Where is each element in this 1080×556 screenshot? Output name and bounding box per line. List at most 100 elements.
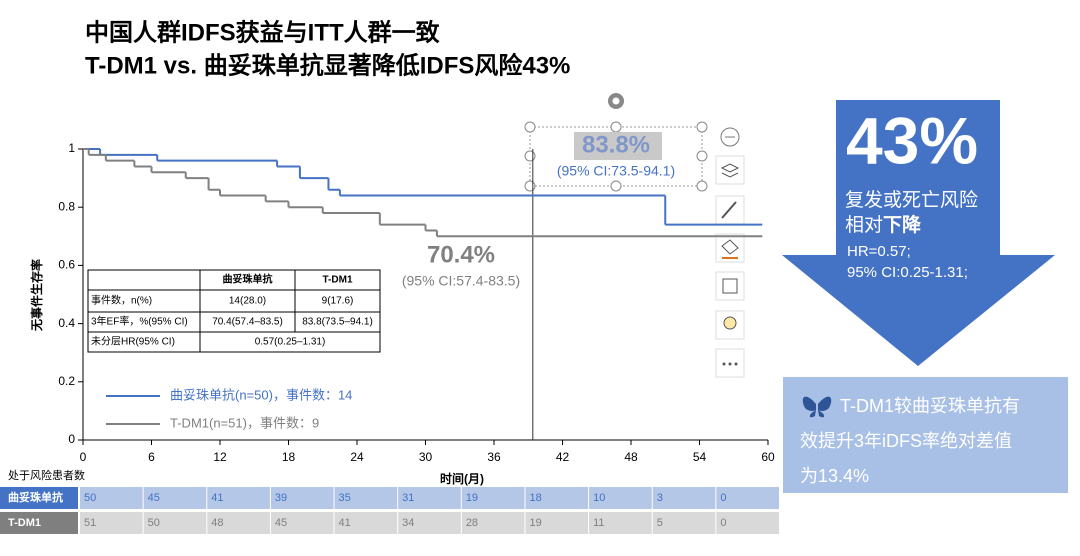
annotation-ci: (95% CI:57.4-83.5) bbox=[402, 273, 520, 289]
risk-count: 19 bbox=[529, 517, 541, 529]
callout-text: HR=0.57; bbox=[847, 243, 911, 260]
risk-count: 51 bbox=[84, 517, 96, 529]
risk-cell bbox=[334, 512, 398, 534]
table-cell: 14(28.0) bbox=[229, 296, 266, 307]
risk-count: 19 bbox=[466, 492, 478, 504]
risk-cell bbox=[80, 512, 143, 534]
title: T-DM1 vs. 曲妥珠单抗显著降低IDFS风险43% bbox=[85, 51, 570, 79]
y-tick-label: 0.8 bbox=[58, 199, 75, 213]
callout-arrow bbox=[782, 100, 1055, 366]
x-tick-label: 18 bbox=[282, 450, 296, 464]
x-tick-label: 48 bbox=[624, 450, 638, 464]
legend-label: 曲妥珠单抗(n=50)，事件数：14 bbox=[170, 387, 352, 402]
annotation-value: 83.8% bbox=[582, 131, 650, 158]
table-cell: 未分层HR(95% CI) bbox=[91, 336, 175, 348]
risk-cell bbox=[270, 512, 334, 534]
risk-count: 0 bbox=[720, 517, 726, 529]
summary-box bbox=[783, 377, 1068, 493]
risk-cell bbox=[525, 487, 589, 509]
risk-count: 35 bbox=[339, 492, 351, 504]
y-tick-label: 0.2 bbox=[58, 374, 75, 388]
risk-cell bbox=[525, 512, 589, 534]
callout-text-bold: 下降 bbox=[883, 213, 922, 236]
risk-title: 处于风险患者数 bbox=[8, 468, 85, 482]
table-cell: 83.8(73.5–94.1) bbox=[302, 317, 373, 328]
y-tick-label: 0.6 bbox=[58, 258, 75, 272]
risk-count: 39 bbox=[275, 492, 287, 504]
risk-cell bbox=[143, 487, 207, 509]
y-axis-label: 无事件生存率 bbox=[29, 259, 44, 332]
risk-cell bbox=[652, 487, 716, 509]
butterfly-icon bbox=[802, 396, 832, 418]
risk-count: 0 bbox=[720, 492, 726, 504]
title: 中国人群IDFS获益与ITT人群一致 bbox=[85, 18, 441, 46]
risk-count: 3 bbox=[657, 492, 663, 504]
risk-cell bbox=[716, 487, 779, 509]
risk-count: 10 bbox=[593, 492, 605, 504]
risk-row-label-bg bbox=[0, 512, 78, 534]
x-tick-label: 60 bbox=[761, 450, 775, 464]
risk-count: 5 bbox=[657, 517, 663, 529]
risk-cell bbox=[461, 487, 525, 509]
risk-cell bbox=[143, 512, 207, 534]
risk-cell bbox=[589, 512, 652, 534]
table-cell: 事件数，n(%) bbox=[91, 294, 152, 307]
inset-table bbox=[87, 269, 381, 353]
risk-cell bbox=[334, 487, 398, 509]
callout-text: 相对下降 bbox=[845, 213, 922, 236]
risk-count: 50 bbox=[148, 517, 160, 529]
risk-cell bbox=[398, 512, 461, 534]
risk-count: 45 bbox=[275, 517, 287, 529]
x-tick-label: 36 bbox=[487, 450, 501, 464]
risk-cell bbox=[716, 512, 779, 534]
risk-cell bbox=[207, 487, 270, 509]
risk-cell bbox=[652, 512, 716, 534]
risk-cell bbox=[589, 487, 652, 509]
x-tick-label: 24 bbox=[350, 450, 364, 464]
callout-big: 43% bbox=[846, 103, 978, 177]
risk-count: 45 bbox=[148, 492, 160, 504]
risk-cell bbox=[207, 512, 270, 534]
risk-row-label: T-DM1 bbox=[8, 517, 41, 529]
callout-text: 95% CI:0.25-1.31; bbox=[847, 264, 968, 281]
callout-text: 复发或死亡风险 bbox=[845, 189, 978, 211]
risk-count: 18 bbox=[529, 492, 541, 504]
risk-count: 11 bbox=[593, 517, 604, 529]
summary-text: 效提升3年iDFS率绝对差值 bbox=[800, 431, 1012, 451]
risk-count: 50 bbox=[84, 492, 96, 504]
risk-count: 34 bbox=[402, 517, 414, 529]
risk-cell bbox=[398, 487, 461, 509]
legend-label: T-DM1(n=51)，事件数：9 bbox=[170, 415, 319, 430]
risk-count: 48 bbox=[211, 517, 223, 529]
risk-count: 31 bbox=[402, 492, 414, 504]
table-cell: 0.57(0.25–1.31) bbox=[255, 337, 326, 348]
selection-frame bbox=[524, 93, 708, 192]
risk-count: 41 bbox=[211, 492, 223, 504]
x-tick-label: 54 bbox=[693, 450, 707, 464]
y-tick-label: 1 bbox=[68, 141, 75, 155]
x-tick-label: 6 bbox=[148, 450, 155, 464]
table-header: T-DM1 bbox=[323, 275, 353, 286]
table-cell: 9(17.6) bbox=[322, 296, 354, 307]
y-tick-label: 0 bbox=[68, 432, 75, 446]
x-tick-label: 0 bbox=[80, 450, 87, 464]
annotation-value: 70.4% bbox=[427, 241, 495, 268]
x-tick-label: 12 bbox=[213, 450, 227, 464]
summary-text: T-DM1较曲妥珠单抗有 bbox=[840, 396, 1020, 416]
risk-row-label-bg bbox=[0, 487, 78, 509]
toolbar[interactable] bbox=[715, 127, 745, 378]
risk-cell bbox=[80, 487, 143, 509]
table-cell: 70.4(57.4–83.5) bbox=[212, 317, 283, 328]
risk-cell bbox=[270, 487, 334, 509]
annotation-ci: (95% CI:73.5-94.1) bbox=[557, 163, 675, 179]
risk-row-label: 曲妥珠单抗 bbox=[8, 490, 63, 504]
callout-text: 相对 bbox=[845, 214, 883, 236]
risk-cell bbox=[461, 512, 525, 534]
summary-text: 为13.4% bbox=[800, 466, 869, 486]
x-axis-label: 时间(月) bbox=[440, 471, 484, 486]
table-header: 曲妥珠单抗 bbox=[223, 273, 273, 286]
table-cell: 3年EF率，%(95% CI) bbox=[91, 315, 188, 328]
risk-count: 28 bbox=[466, 517, 478, 529]
x-tick-label: 30 bbox=[419, 450, 433, 464]
